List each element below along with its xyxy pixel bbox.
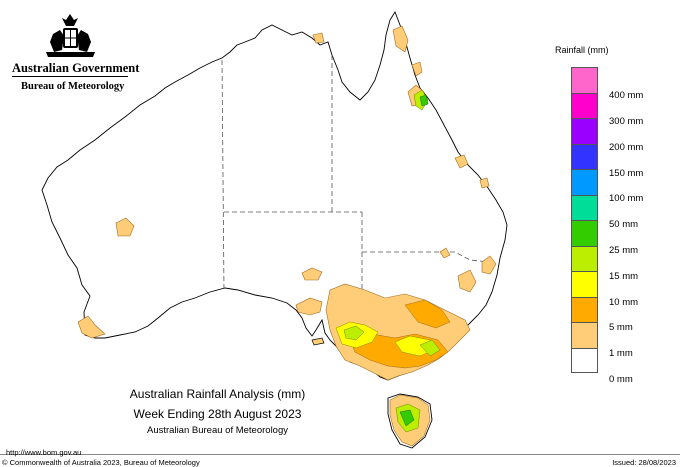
issued-date: Issued: 28/08/2023 [612, 458, 676, 467]
mainland-australia [41, 10, 508, 381]
legend-swatch [571, 118, 598, 144]
legend-label: 5 mm [609, 322, 633, 334]
kangaroo-island [311, 337, 325, 346]
legend-label: 200 mm [609, 141, 644, 153]
legend-label: 50 mm [609, 219, 639, 231]
legend-swatch [571, 92, 598, 118]
legend-label: 1 mm [609, 348, 633, 360]
map-source: Australian Bureau of Meteorology [147, 425, 288, 436]
legend-swatch [571, 143, 598, 169]
legend-swatch [571, 245, 598, 271]
legend-label: 25 mm [609, 245, 639, 257]
tasmania [387, 393, 433, 449]
legend-swatch [571, 169, 598, 195]
legend-swatch [571, 194, 598, 220]
footer-divider [0, 454, 680, 455]
website-link[interactable]: http://www.bom.gov.au [6, 448, 82, 457]
map-subtitle: Week Ending 28th August 2023 [133, 407, 302, 421]
legend-label: 100 mm [609, 193, 644, 205]
legend-swatch [571, 220, 598, 246]
rainfall-25mm-areas [399, 94, 429, 427]
agency-name: Bureau of Meteorology [21, 81, 125, 92]
legend-swatch [571, 322, 598, 348]
legend-label: 15 mm [609, 270, 639, 282]
government-name: Australian Government [12, 61, 140, 75]
legend-swatch [571, 67, 598, 93]
legend-label: 0 mm [609, 374, 633, 386]
legend-swatch [571, 271, 598, 297]
legend-swatch [571, 296, 598, 322]
copyright-notice: © Commonwealth of Australia 2023, Bureau… [2, 458, 200, 467]
map-title: Australian Rainfall Analysis (mm) [129, 387, 306, 401]
legend-label: 150 mm [609, 167, 644, 179]
legend-swatch [571, 347, 598, 373]
legend-label: 300 mm [609, 116, 644, 128]
legend-title: Rainfall (mm) [555, 45, 609, 55]
legend-swatches [571, 67, 598, 373]
legend-label: 10 mm [609, 296, 639, 308]
header-divider [12, 76, 128, 77]
coat-of-arms-logo [46, 14, 95, 57]
legend-label: 400 mm [609, 90, 644, 102]
